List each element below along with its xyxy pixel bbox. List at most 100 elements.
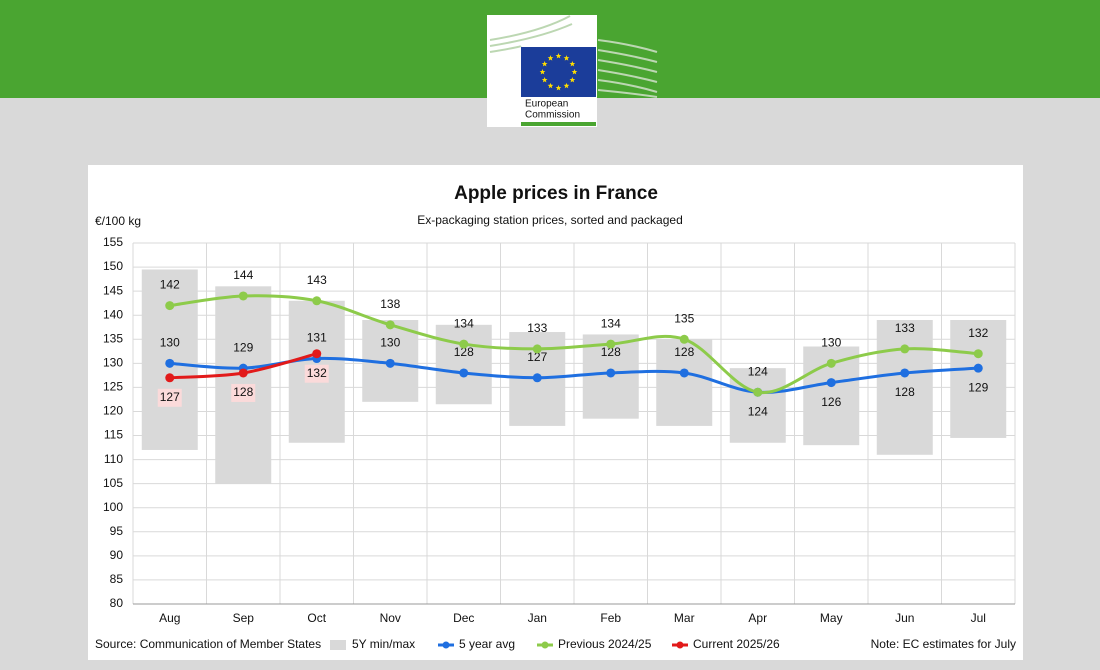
logo-text: European	[525, 99, 568, 110]
x-tick-label: Feb	[600, 611, 621, 625]
star	[555, 85, 562, 91]
data-label: 130	[160, 336, 180, 350]
data-label: 143	[307, 273, 327, 287]
ec-logo: European Commission	[487, 15, 658, 127]
range-bar	[950, 320, 1007, 438]
data-label: 133	[527, 321, 547, 335]
y-tick-label: 110	[104, 452, 123, 466]
y-tick-label: 80	[110, 596, 124, 610]
y-tick-label: 135	[103, 331, 123, 345]
series-point	[826, 358, 836, 368]
series-point	[385, 320, 395, 330]
series-point	[459, 339, 469, 349]
x-tick-label: Jul	[971, 611, 986, 625]
data-label: 128	[895, 385, 915, 399]
series-point	[165, 358, 175, 368]
series-point	[753, 387, 763, 397]
label-box	[304, 364, 329, 383]
series-point	[826, 378, 836, 388]
data-label: 129	[233, 340, 253, 354]
legend-label: 5Y min/max	[352, 637, 415, 651]
legend-dot	[541, 641, 549, 649]
note: Note: EC estimates for July	[871, 637, 1016, 651]
y-axis-label: €/100 kg	[95, 214, 141, 228]
data-label: 128	[601, 345, 621, 359]
star	[547, 82, 554, 89]
range-bar	[876, 320, 933, 455]
x-tick-label: Aug	[159, 611, 180, 625]
y-tick-label: 150	[103, 259, 123, 273]
data-label: 127	[160, 390, 180, 404]
series-point	[973, 363, 983, 373]
source: Source: Communication of Member States	[95, 637, 321, 651]
y-tick-label: 130	[103, 356, 123, 370]
y-tick-label: 145	[103, 283, 123, 297]
x-tick-label: Apr	[748, 611, 767, 625]
y-tick-label: 100	[103, 500, 123, 514]
data-label: 130	[821, 336, 841, 350]
series-point	[679, 334, 689, 344]
data-label: 134	[601, 316, 621, 330]
series-point	[238, 291, 248, 301]
series-point	[459, 368, 469, 378]
y-tick-label: 95	[110, 524, 124, 538]
series-point	[900, 368, 910, 378]
range-bar	[435, 324, 492, 405]
data-label: 132	[968, 326, 988, 340]
data-label: 132	[307, 366, 327, 380]
x-tick-label: Nov	[380, 611, 401, 625]
x-tick-label: Jan	[528, 611, 547, 625]
label-box	[157, 388, 182, 407]
legend-label: Previous 2024/25	[558, 637, 652, 651]
series-point	[606, 339, 616, 349]
y-tick-label: 115	[104, 428, 123, 442]
series-point	[679, 368, 689, 378]
x-tick-label: Sep	[233, 611, 255, 625]
y-tick-label: 85	[110, 572, 124, 586]
data-label: 133	[895, 321, 915, 335]
series-point	[165, 373, 175, 383]
logo-building	[489, 15, 658, 98]
y-tick-label: 105	[103, 476, 123, 490]
legend-label: 5 year avg	[459, 637, 515, 651]
y-tick-label: 155	[103, 235, 123, 249]
data-label: 134	[454, 316, 474, 330]
legend-swatch	[330, 640, 346, 650]
star	[571, 69, 578, 75]
logo-bar	[521, 122, 596, 126]
x-tick-label: Oct	[307, 611, 326, 625]
chart-subtitle: Ex-packaging station prices, sorted and …	[417, 213, 683, 227]
data-label: 144	[233, 268, 253, 282]
star	[569, 61, 576, 67]
series-line	[169, 356, 979, 394]
legend-label: Current 2025/26	[693, 637, 780, 651]
data-label: 129	[968, 380, 988, 394]
series-point	[238, 368, 248, 378]
data-label: 124	[748, 404, 768, 418]
x-tick-label: Jun	[895, 611, 914, 625]
y-tick-label: 125	[103, 380, 123, 394]
logo-text: Commission	[525, 110, 580, 121]
star	[563, 55, 570, 61]
data-label: 128	[233, 385, 253, 399]
star	[555, 53, 562, 59]
star	[569, 77, 576, 83]
series-point	[385, 358, 395, 368]
star	[541, 77, 548, 83]
legend-dot	[442, 641, 450, 649]
range-bar	[656, 339, 713, 426]
data-label: 131	[307, 331, 327, 345]
star	[563, 82, 570, 89]
data-label: 130	[380, 336, 400, 350]
series-point	[532, 344, 542, 354]
data-label: 126	[821, 395, 841, 409]
y-tick-label: 140	[103, 307, 123, 321]
label-box	[231, 383, 256, 402]
y-tick-label: 120	[103, 404, 123, 418]
star	[541, 61, 548, 67]
series-point	[312, 349, 322, 359]
data-label: 128	[674, 345, 694, 359]
series-point	[900, 344, 910, 354]
series-point	[312, 296, 322, 306]
